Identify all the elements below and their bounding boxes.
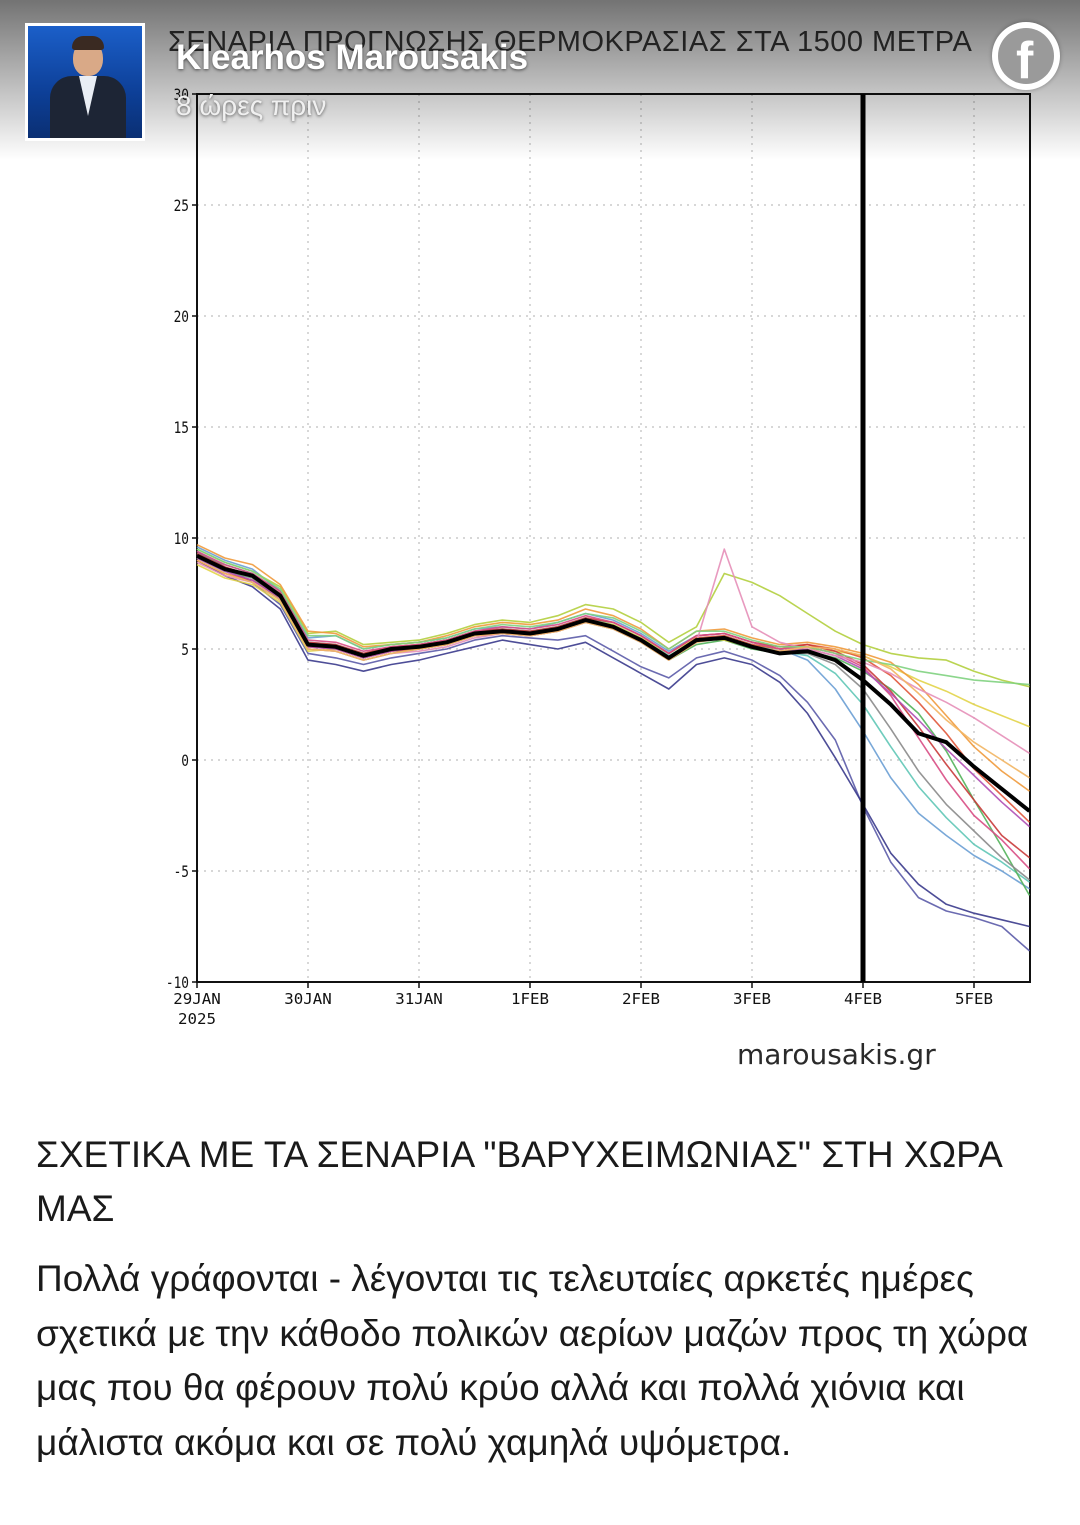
y-tick-label: -5: [174, 864, 189, 882]
x-tick-label: 4FEB: [844, 990, 882, 1008]
ensemble-mean-line: [196, 553, 1031, 813]
avatar-hair: [72, 36, 104, 50]
y-tick-label: 5: [181, 642, 189, 660]
ensemble-series-line: [196, 559, 1030, 928]
post-title: ΣΧΕΤΙΚΑ ΜΕ ΤΑ ΣΕΝΑΡΙΑ "ΒΑΡΥΧΕΙΜΩΝΙΑΣ" ΣΤ…: [36, 1134, 1001, 1229]
y-tick-label: 25: [174, 198, 189, 216]
x-tick-label: 2025: [178, 1010, 216, 1028]
y-tick-label: 15: [174, 420, 189, 438]
chart-watermark: marousakis.gr: [737, 1038, 936, 1071]
x-tick-label: 31JAN: [395, 990, 443, 1008]
author-name[interactable]: Klearhos Marousakis: [176, 38, 529, 77]
y-tick-label: 0: [181, 753, 189, 771]
ensemble-series-line: [196, 559, 1030, 779]
post-timestamp[interactable]: 8 ώρες πριν: [176, 90, 327, 121]
ensemble-series-line: [196, 550, 1031, 870]
ensemble-series-line: [196, 548, 1030, 686]
facebook-icon[interactable]: f: [992, 22, 1060, 90]
post-body-text: Πολλά γράφονται - λέγονται τις τελευταίε…: [36, 1258, 1029, 1463]
y-tick-label: -10: [166, 975, 189, 993]
ensemble-series-line: [196, 559, 1031, 823]
x-tick-label: 29JAN: [173, 990, 221, 1008]
ensemble-series-line: [196, 557, 1031, 828]
x-tick-label: 3FEB: [733, 990, 771, 1008]
post-chart-image[interactable]: ΣΕΝΑΡΙΑ ΠΡΟΓΝΩΣΗΣ ΘΕΡΜΟΚΡΑΣΙΑΣ ΣΤΑ 1500 …: [0, 0, 1080, 1090]
ensemble-series-line: [196, 543, 1030, 792]
x-tick-label: 5FEB: [955, 990, 993, 1008]
y-tick-label: 20: [174, 309, 189, 327]
y-tick-label: 10: [174, 531, 189, 549]
ensemble-series-line: [196, 550, 1031, 952]
avatar[interactable]: [25, 23, 145, 141]
x-tick-label: 1FEB: [511, 990, 549, 1008]
x-tick-label: 30JAN: [284, 990, 332, 1008]
ensemble-series-line: [196, 548, 1030, 688]
x-tick-label: 2FEB: [622, 990, 660, 1008]
